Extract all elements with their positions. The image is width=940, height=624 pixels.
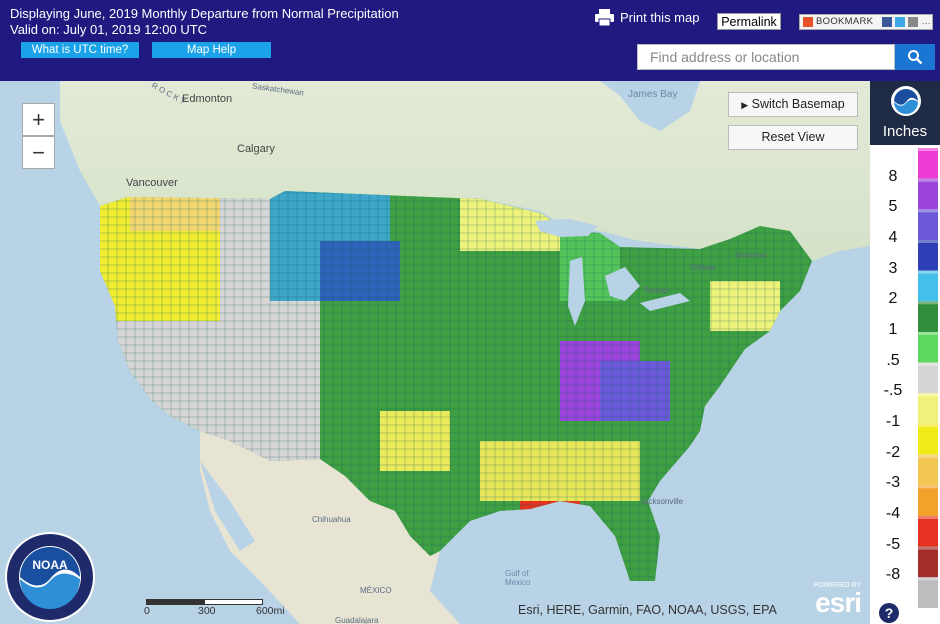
utc-time-button[interactable]: What is UTC time? xyxy=(21,42,139,58)
legend-label: -4 xyxy=(885,505,901,522)
switch-basemap-label: Switch Basemap xyxy=(751,97,845,111)
legend-title: Inches xyxy=(882,123,928,140)
legend-label: -2 xyxy=(885,443,901,461)
label-edmonton: Edmonton xyxy=(182,93,233,105)
legend-swatch xyxy=(918,577,938,608)
legend-swatch xyxy=(918,148,938,179)
facebook-icon xyxy=(882,17,893,27)
reset-view-button[interactable]: Reset View xyxy=(728,125,858,150)
esri-powered-text: POWERED BY xyxy=(813,582,861,589)
label-toronto: Toronto xyxy=(643,286,670,295)
legend-label: .5 xyxy=(886,351,900,369)
legend-label: 3 xyxy=(888,259,898,277)
map-title: Displaying June, 2019 Monthly Departure … xyxy=(10,6,399,21)
legend-swatch-shade xyxy=(918,485,938,489)
scale-bar: 0 300 600mi xyxy=(144,593,286,623)
legend-swatch xyxy=(918,485,938,516)
map-attribution: Esri, HERE, Garmin, FAO, NOAA, USGS, EPA xyxy=(518,603,777,617)
scale-zero: 0 xyxy=(144,605,150,617)
noaa-logo: NOAA xyxy=(5,532,95,622)
legend-header: Inches xyxy=(870,81,940,145)
legend-swatch xyxy=(918,546,938,578)
search-button[interactable] xyxy=(895,44,935,70)
label-gulf: Gulf of Mexico xyxy=(505,569,531,587)
more-icon: … xyxy=(921,16,931,27)
legend-panel: Inches 8 5 4 3 2 1 .5 -.5 -1 -2 -3 -4 -5 -8 xyxy=(870,81,940,624)
legend-label: -5 xyxy=(885,535,901,553)
legend-label: -8 xyxy=(885,566,901,584)
label-calgary: Calgary xyxy=(237,143,275,155)
help-question-button[interactable]: ? xyxy=(879,603,899,623)
noaa-logo-text: NOAA xyxy=(32,558,68,572)
zoom-in-button[interactable]: + xyxy=(22,103,55,136)
label-ottawa: Ottawa xyxy=(690,263,716,272)
search-input[interactable] xyxy=(637,44,895,70)
legend-swatch-shade xyxy=(918,270,938,274)
legend-swatch-shade xyxy=(918,301,938,305)
email-icon xyxy=(908,17,919,27)
legend-swatch xyxy=(918,270,938,302)
legend-swatch-shade xyxy=(918,362,938,366)
switch-basemap-button[interactable]: ▶ Switch Basemap xyxy=(728,92,858,117)
legend-label: 4 xyxy=(888,229,898,246)
legend-label: -3 xyxy=(885,474,901,492)
print-map-link[interactable]: Print this map xyxy=(595,9,699,26)
label-montreal: Montréal xyxy=(735,251,767,260)
legend-swatch xyxy=(918,424,938,455)
map-help-button[interactable]: Map Help xyxy=(152,42,271,58)
map-view[interactable]: Edmonton Calgary Vancouver R O C K Y Sas… xyxy=(0,81,870,624)
scale-end: 600mi xyxy=(256,605,285,617)
legend-swatch xyxy=(918,301,938,332)
legend-label: -1 xyxy=(885,413,901,430)
label-vancouver: Vancouver xyxy=(126,177,178,189)
twitter-icon xyxy=(895,17,906,27)
label-guadalajara: Guadalajara xyxy=(335,616,379,624)
legend-label: 1 xyxy=(888,321,898,338)
legend-swatch xyxy=(918,178,938,210)
valid-date: Valid on: July 01, 2019 12:00 UTC xyxy=(10,22,208,37)
header-bar: Displaying June, 2019 Monthly Departure … xyxy=(0,0,940,81)
legend-swatch-shade xyxy=(918,516,938,519)
label-mexico: MÉXICO xyxy=(360,586,392,595)
caret-right-icon: ▶ xyxy=(741,100,749,110)
legend-swatch-shade xyxy=(918,454,938,458)
legend-label: -.5 xyxy=(883,382,903,400)
scale-mid: 300 xyxy=(198,605,216,617)
legend-swatch xyxy=(918,332,938,363)
esri-logo[interactable]: POWERED BY esri xyxy=(797,582,862,622)
legend-swatch xyxy=(918,516,938,547)
permalink-button[interactable]: Permalink xyxy=(717,13,781,30)
legend-swatch-shade xyxy=(918,332,938,335)
noaa-small-logo xyxy=(891,86,921,116)
legend-label: 5 xyxy=(888,198,898,216)
bookmark-button[interactable]: BOOKMARK … xyxy=(799,14,933,30)
legend-swatch-shade xyxy=(918,577,938,581)
legend-swatch xyxy=(918,454,938,486)
label-james-bay: James Bay xyxy=(628,89,678,100)
legend-swatch xyxy=(918,393,938,424)
legend-color-bar xyxy=(918,148,938,608)
zoom-out-button[interactable]: − xyxy=(22,136,55,169)
bookmark-label: BOOKMARK xyxy=(816,16,874,27)
basemap xyxy=(0,81,870,624)
label-jacksonville: Jacksonville xyxy=(640,497,684,506)
label-chihuahua: Chihuahua xyxy=(312,515,351,524)
printer-icon xyxy=(595,9,614,26)
legend-swatch-shade xyxy=(918,148,938,151)
search-icon xyxy=(908,50,923,65)
legend-swatch xyxy=(918,240,938,271)
legend-label: 8 xyxy=(888,167,898,185)
bookmark-plus-icon xyxy=(803,17,813,27)
legend-swatch-shade xyxy=(918,546,938,550)
legend-swatch xyxy=(918,362,938,394)
legend-swatch-shade xyxy=(918,209,938,213)
legend-swatch-shade xyxy=(918,424,938,427)
esri-logo-text: esri xyxy=(815,587,862,618)
legend-swatch-shade xyxy=(918,240,938,243)
legend-swatch-shade xyxy=(918,178,938,182)
print-label: Print this map xyxy=(620,10,700,25)
legend-label: 2 xyxy=(888,290,898,308)
legend-swatch-shade xyxy=(918,393,938,397)
legend-swatch xyxy=(918,209,938,240)
